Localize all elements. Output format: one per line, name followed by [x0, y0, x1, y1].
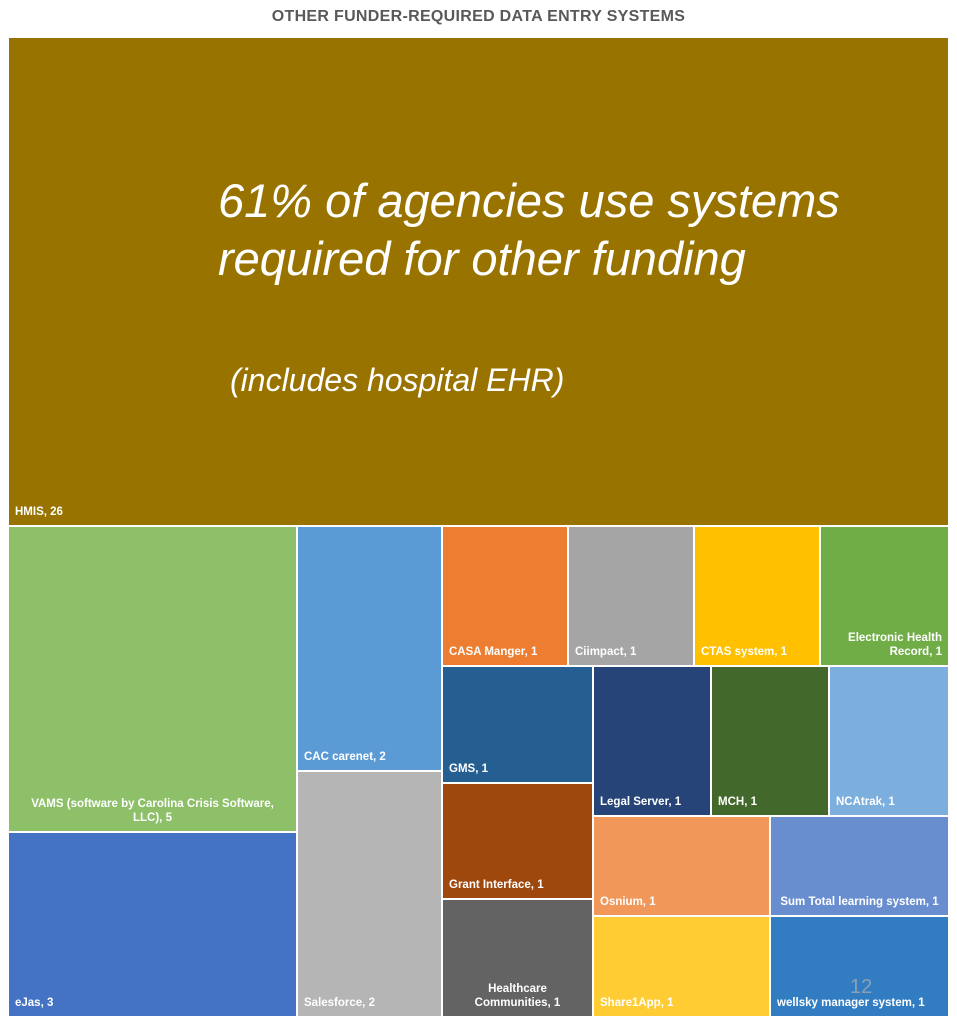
- tile-label: VAMS (software by Carolina Crisis Softwa…: [31, 798, 274, 824]
- tile-label: CAC carenet, 2: [304, 751, 386, 763]
- annotation-sub: (includes hospital EHR): [230, 362, 565, 398]
- tile-label: Sum Total learning system, 1: [780, 896, 939, 908]
- tile-label: Grant Interface, 1: [449, 879, 544, 891]
- treemap-tile-mch: MCH, 1: [711, 666, 829, 816]
- treemap-tile-ejas: eJas, 3: [8, 832, 297, 1017]
- treemap-tile-ciimpact: Ciimpact, 1: [568, 526, 694, 666]
- treemap-tile-hmis: HMIS, 26: [8, 37, 949, 526]
- treemap-tile-gms: GMS, 1: [442, 666, 593, 783]
- treemap-tile-osnium: Osnium, 1: [593, 816, 770, 916]
- annotation-main: 61% of agencies use systems required for…: [218, 174, 840, 285]
- treemap-tile-ncatrak: NCAtrak, 1: [829, 666, 949, 816]
- tile-label: CTAS system, 1: [701, 646, 788, 658]
- tile-label: NCAtrak, 1: [836, 796, 895, 808]
- tile-label: Legal Server, 1: [600, 796, 682, 808]
- treemap-tile-grant-interface: Grant Interface, 1: [442, 783, 593, 899]
- treemap: HMIS, 26 VAMS (software by Carolina Crisi…: [8, 37, 949, 1017]
- tile-label: Healthcare Communities, 1: [474, 983, 561, 1009]
- tile-label: HMIS, 26: [15, 506, 63, 518]
- tile-label: eJas, 3: [15, 997, 54, 1009]
- treemap-tile-cac-carenet: CAC carenet, 2: [297, 526, 442, 771]
- tile-label: Ciimpact, 1: [575, 646, 637, 658]
- treemap-tile-sum-total-learning-system: Sum Total learning system, 1: [770, 816, 949, 916]
- treemap-tile-salesforce: Salesforce, 2: [297, 771, 442, 1017]
- treemap-tile-casa-manger: CASA Manger, 1: [442, 526, 568, 666]
- tile-label: MCH, 1: [718, 796, 757, 808]
- treemap-tile-healthcare-communities: Healthcare Communities, 1: [442, 899, 593, 1017]
- tile-label: CASA Manger, 1: [449, 646, 538, 658]
- treemap-tile-ctas-system: CTAS system, 1: [694, 526, 820, 666]
- tile-label: GMS, 1: [449, 763, 488, 775]
- tile-label: Share1App, 1: [600, 997, 674, 1009]
- treemap-tile-wellsky-manager-system: wellsky manager system, 1: [770, 916, 949, 1017]
- treemap-tile-share1app: Share1App, 1: [593, 916, 770, 1017]
- chart-title: OTHER FUNDER-REQUIRED DATA ENTRY SYSTEMS: [271, 8, 686, 25]
- tile-label: wellsky manager system, 1: [777, 997, 925, 1009]
- treemap-tile-vams-software-by-carolina-crisis-software-llc: VAMS (software by Carolina Crisis Softwa…: [8, 526, 297, 832]
- tile-label: Electronic Health Record, 1: [848, 632, 942, 658]
- page-number: 12: [850, 976, 873, 998]
- treemap-tile-electronic-health-record: Electronic Health Record, 1: [820, 526, 949, 666]
- tile-label: Osnium, 1: [600, 896, 656, 908]
- tile-label: Salesforce, 2: [304, 997, 375, 1009]
- treemap-tile-legal-server: Legal Server, 1: [593, 666, 711, 816]
